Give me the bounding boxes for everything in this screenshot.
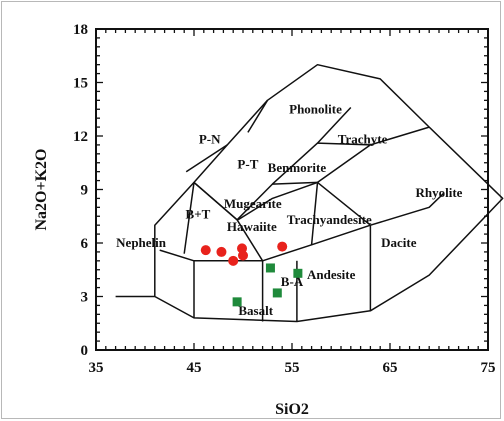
data-point-circle bbox=[237, 243, 248, 254]
y-tick-label: 18 bbox=[73, 22, 88, 38]
field-label: Nephelin bbox=[116, 235, 167, 250]
y-tick-label: 3 bbox=[81, 290, 89, 306]
field-label: B-A bbox=[281, 274, 304, 289]
data-point-circle bbox=[216, 246, 227, 257]
field-label: Phonolite bbox=[289, 101, 342, 116]
x-tick-label: 75 bbox=[481, 360, 496, 376]
y-tick-label: 12 bbox=[73, 129, 88, 145]
data-point-circle bbox=[200, 245, 211, 256]
field-boundary bbox=[193, 181, 264, 262]
field-boundary bbox=[247, 99, 269, 133]
field-label: Rhyolite bbox=[416, 185, 463, 200]
field-label: Basalt bbox=[238, 303, 273, 318]
field-label: Andesite bbox=[307, 267, 356, 282]
field-label: P-T bbox=[237, 157, 258, 172]
axis-tick-labels: 35 45 55 65 75 0 3 6 9 12 15 18 bbox=[73, 22, 496, 376]
data-point-circle bbox=[228, 255, 239, 266]
field-boundary bbox=[185, 144, 228, 173]
field-label: Mugearite bbox=[224, 196, 282, 211]
field-label: B+T bbox=[186, 206, 211, 221]
field-boundary bbox=[317, 181, 445, 226]
x-tick-label: 45 bbox=[187, 360, 202, 376]
field-boundary bbox=[272, 181, 318, 185]
field-boundary bbox=[115, 63, 504, 323]
y-axis-title: Na2O+K2O bbox=[33, 148, 50, 230]
data-points bbox=[200, 241, 303, 307]
field-boundary bbox=[183, 182, 195, 254]
field-boundary bbox=[310, 182, 319, 245]
field-boundaries bbox=[115, 63, 504, 323]
axis-ticks bbox=[95, 28, 489, 351]
x-axis-title: SiO2 bbox=[275, 401, 309, 418]
y-tick-label: 9 bbox=[81, 183, 89, 199]
field-label: Hawaiite bbox=[227, 219, 277, 234]
x-tick-label: 35 bbox=[89, 360, 104, 376]
y-tick-label: 15 bbox=[73, 76, 88, 92]
field-label: P-N bbox=[199, 132, 221, 147]
field-labels: Nephelin B+T P-N P-T Phonolite Trachyte Benmor… bbox=[116, 101, 463, 318]
x-tick-label: 65 bbox=[383, 360, 398, 376]
data-point-square bbox=[232, 297, 242, 307]
field-label: Benmorite bbox=[268, 160, 327, 175]
field-label: Trachyandesite bbox=[287, 212, 372, 227]
field-label: Dacite bbox=[381, 235, 417, 250]
data-point-circle bbox=[277, 241, 288, 252]
field-boundary bbox=[317, 142, 371, 146]
x-tick-label: 55 bbox=[285, 360, 300, 376]
field-boundary bbox=[159, 249, 195, 262]
data-point-square bbox=[272, 288, 282, 298]
data-point-square bbox=[265, 263, 275, 273]
field-label: Trachyte bbox=[338, 132, 388, 147]
y-tick-label: 0 bbox=[81, 343, 89, 359]
data-point-square bbox=[293, 268, 303, 278]
y-tick-label: 6 bbox=[81, 236, 89, 252]
